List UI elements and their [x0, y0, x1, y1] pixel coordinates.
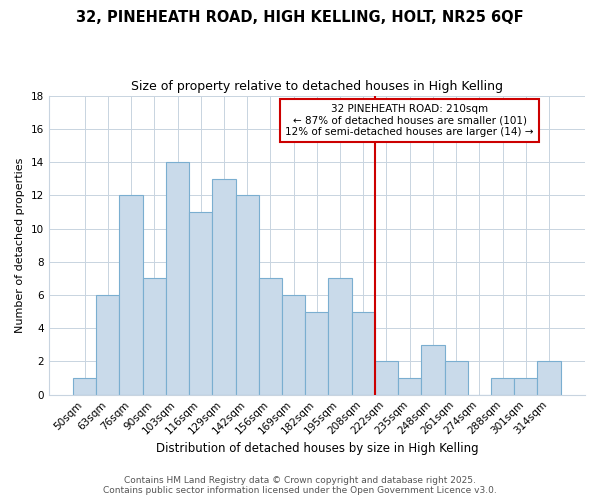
Bar — [514, 378, 538, 394]
Bar — [445, 362, 468, 394]
Bar — [119, 196, 143, 394]
Bar — [189, 212, 212, 394]
Bar — [236, 196, 259, 394]
Y-axis label: Number of detached properties: Number of detached properties — [15, 158, 25, 333]
Bar — [491, 378, 514, 394]
X-axis label: Distribution of detached houses by size in High Kelling: Distribution of detached houses by size … — [155, 442, 478, 455]
Bar — [143, 278, 166, 394]
Bar — [352, 312, 375, 394]
Bar — [282, 295, 305, 394]
Bar — [166, 162, 189, 394]
Bar — [305, 312, 328, 394]
Bar — [259, 278, 282, 394]
Bar — [212, 178, 236, 394]
Bar — [328, 278, 352, 394]
Text: 32 PINEHEATH ROAD: 210sqm
← 87% of detached houses are smaller (101)
12% of semi: 32 PINEHEATH ROAD: 210sqm ← 87% of detac… — [286, 104, 534, 137]
Bar — [73, 378, 96, 394]
Text: 32, PINEHEATH ROAD, HIGH KELLING, HOLT, NR25 6QF: 32, PINEHEATH ROAD, HIGH KELLING, HOLT, … — [76, 10, 524, 25]
Bar — [375, 362, 398, 394]
Text: Contains HM Land Registry data © Crown copyright and database right 2025.
Contai: Contains HM Land Registry data © Crown c… — [103, 476, 497, 495]
Bar — [421, 345, 445, 395]
Title: Size of property relative to detached houses in High Kelling: Size of property relative to detached ho… — [131, 80, 503, 93]
Bar — [96, 295, 119, 394]
Bar — [538, 362, 560, 394]
Bar — [398, 378, 421, 394]
